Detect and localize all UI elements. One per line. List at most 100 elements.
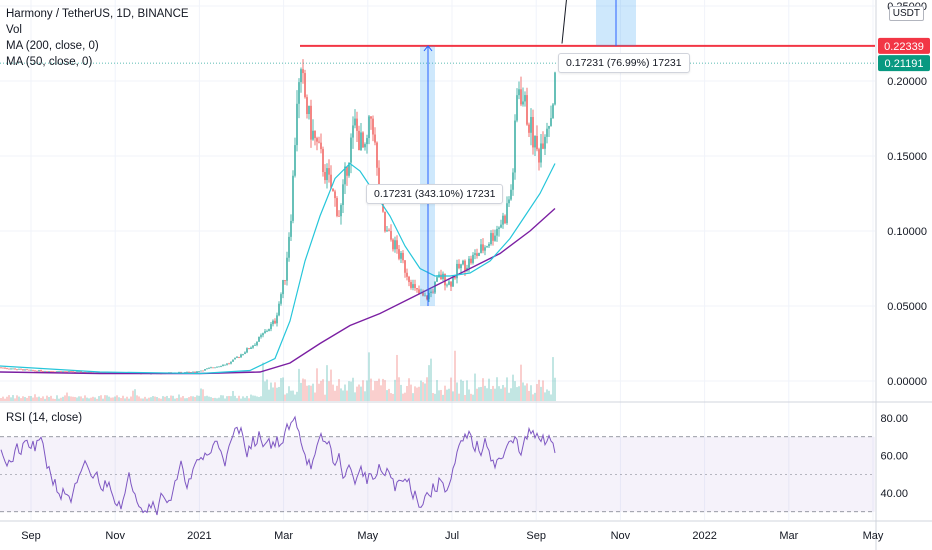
volume-bar	[306, 385, 308, 401]
volume-bar	[294, 394, 296, 401]
volume-bar	[514, 381, 516, 401]
candle-body	[324, 171, 326, 181]
rsi-legend[interactable]: RSI (14, close)	[6, 412, 83, 424]
candle-body	[492, 233, 494, 241]
volume-bar	[60, 397, 62, 401]
volume-bar	[498, 386, 500, 401]
candle-body	[32, 369, 34, 371]
ma200-legend[interactable]: MA (200, close, 0)	[6, 40, 99, 52]
candle-body	[302, 69, 304, 74]
candle-body	[394, 240, 396, 250]
candle-body	[82, 372, 84, 373]
volume-bar	[526, 383, 528, 401]
volume-bar	[146, 398, 148, 401]
volume-bar	[330, 369, 332, 401]
volume-bar	[88, 398, 90, 401]
candle-body	[254, 345, 256, 346]
volume-bar	[62, 396, 64, 401]
candle-body	[74, 371, 76, 373]
volume-bar	[142, 398, 144, 401]
volume-bar	[280, 378, 282, 401]
candle-body	[186, 371, 188, 373]
candle-body	[220, 366, 222, 367]
volume-bar	[4, 398, 6, 401]
candle-body	[390, 231, 392, 240]
candle-body	[88, 371, 90, 373]
currency-label[interactable]: USDT	[888, 6, 924, 21]
candle-body	[360, 132, 362, 151]
candle-body	[2, 367, 4, 369]
measure-callout-1: 0.17231 (343.10%) 17231	[366, 184, 504, 204]
volume-bar	[74, 396, 76, 401]
candle-body	[0, 367, 2, 369]
volume-bar	[36, 397, 38, 401]
candle-body	[328, 168, 330, 175]
volume-bar	[214, 397, 216, 401]
volume-bar	[448, 388, 450, 401]
candle-body	[334, 191, 336, 199]
candle-body	[502, 215, 504, 225]
candle-body	[330, 174, 332, 189]
candle-body	[310, 105, 312, 140]
volume-bar	[292, 390, 294, 401]
volume-bar	[408, 378, 410, 401]
candle-body	[18, 368, 20, 370]
candle-body	[226, 363, 228, 365]
volume-bar	[426, 377, 428, 401]
volume-bar	[8, 395, 10, 401]
candle-body	[286, 257, 288, 281]
volume-bar	[396, 354, 398, 401]
volume-bar	[404, 392, 406, 401]
time-axis[interactable]: Sep Nov 2021 Mar May Jul Sep Nov 2022 Mar May	[21, 530, 884, 542]
rsi-tick-label: 80.00	[880, 413, 908, 425]
volume-bar	[220, 395, 222, 401]
volume-bar	[542, 380, 544, 401]
volume-bar	[276, 387, 278, 401]
candle-body	[406, 272, 408, 277]
volume-bar	[374, 381, 376, 401]
volume-bar	[334, 390, 336, 401]
volume-bar	[228, 395, 230, 401]
candle-body	[322, 149, 324, 172]
volume-bar	[6, 396, 8, 401]
volume-bar	[460, 379, 462, 401]
volume-bar	[378, 378, 380, 401]
volume-bar	[234, 395, 236, 401]
candle-body	[440, 274, 442, 280]
volume-bar	[252, 395, 254, 401]
volume-bar	[102, 398, 104, 401]
price-tick-label: 0.20000	[887, 76, 927, 88]
candle-body	[224, 364, 226, 366]
volume-bar	[454, 350, 456, 401]
rsi-pane	[0, 415, 875, 516]
candle-body	[548, 125, 550, 129]
volume-bar	[390, 393, 392, 401]
symbol-title[interactable]: Harmony / TetherUS, 1D, BINANCE	[6, 8, 189, 20]
chart-drawings[interactable]	[300, 0, 875, 306]
price-axis[interactable]: 0.500000.450000.400000.350000.300000.250…	[878, 0, 930, 500]
volume-bar	[552, 357, 554, 401]
candle-body	[216, 366, 218, 368]
candle-body	[414, 284, 416, 289]
volume-bar	[246, 395, 248, 401]
candle-body	[354, 118, 356, 126]
volume-bar	[336, 385, 338, 401]
volume-bar	[178, 394, 180, 401]
volume-bar	[428, 365, 430, 401]
volume-bar	[316, 368, 318, 401]
volume-legend[interactable]: Vol	[6, 24, 22, 36]
volume-bar	[40, 397, 42, 401]
volume-bar	[118, 397, 120, 401]
candle-body	[424, 295, 426, 297]
ma50-legend[interactable]: MA (50, close, 0)	[6, 56, 93, 68]
candle-body	[550, 118, 552, 126]
price-tick-label: 0.05000	[887, 301, 927, 313]
candle-body	[78, 371, 80, 373]
candle-body	[260, 335, 262, 337]
volume-bar	[298, 368, 300, 401]
volume-bar	[180, 397, 182, 401]
volume-bar	[386, 390, 388, 401]
candle-body	[90, 371, 92, 373]
volume-bar	[200, 388, 202, 401]
